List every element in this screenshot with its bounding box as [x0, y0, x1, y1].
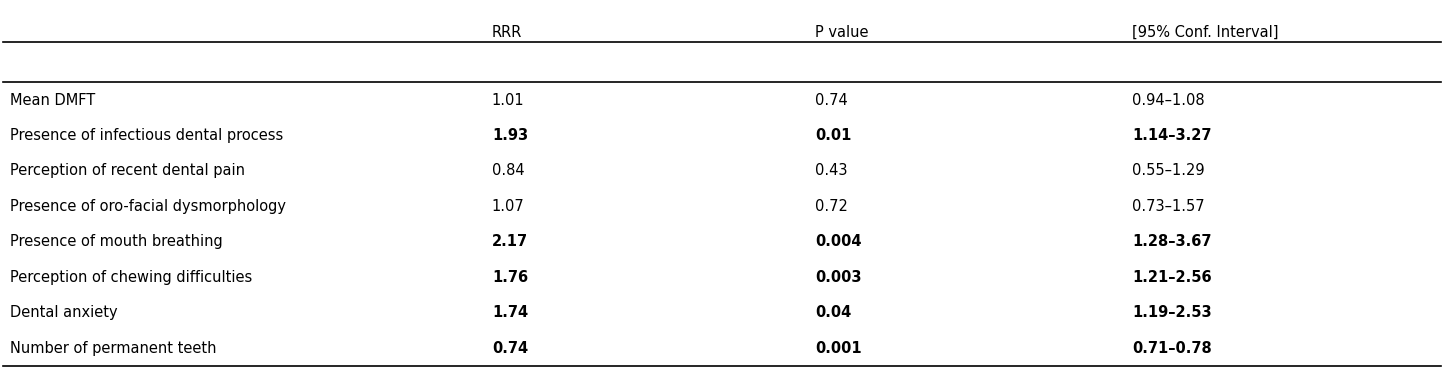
Text: 0.001: 0.001	[816, 341, 862, 356]
Text: 1.76: 1.76	[492, 270, 529, 285]
Text: 0.004: 0.004	[816, 234, 862, 249]
Text: 0.73–1.57: 0.73–1.57	[1132, 199, 1204, 214]
Text: 1.14–3.27: 1.14–3.27	[1132, 128, 1212, 143]
Text: [95% Conf. Interval]: [95% Conf. Interval]	[1132, 25, 1278, 40]
Text: 0.74: 0.74	[816, 92, 848, 108]
Text: Number of permanent teeth: Number of permanent teeth	[10, 341, 217, 356]
Text: 0.74: 0.74	[492, 341, 529, 356]
Text: 1.93: 1.93	[492, 128, 529, 143]
Text: 0.01: 0.01	[816, 128, 852, 143]
Text: 0.84: 0.84	[492, 164, 524, 179]
Text: 0.55–1.29: 0.55–1.29	[1132, 164, 1204, 179]
Text: RRR: RRR	[492, 25, 523, 40]
Text: 1.74: 1.74	[492, 305, 529, 320]
Text: 1.01: 1.01	[492, 92, 524, 108]
Text: 1.07: 1.07	[492, 199, 524, 214]
Text: Perception of recent dental pain: Perception of recent dental pain	[10, 164, 245, 179]
Text: 0.94–1.08: 0.94–1.08	[1132, 92, 1204, 108]
Text: Perception of chewing difficulties: Perception of chewing difficulties	[10, 270, 253, 285]
Text: Presence of mouth breathing: Presence of mouth breathing	[10, 234, 222, 249]
Text: Dental anxiety: Dental anxiety	[10, 305, 117, 320]
Text: P value: P value	[816, 25, 869, 40]
Text: 0.71–0.78: 0.71–0.78	[1132, 341, 1212, 356]
Text: 0.003: 0.003	[816, 270, 862, 285]
Text: 0.72: 0.72	[816, 199, 849, 214]
Text: Mean DMFT: Mean DMFT	[10, 92, 95, 108]
Text: 1.21–2.56: 1.21–2.56	[1132, 270, 1212, 285]
Text: 0.04: 0.04	[816, 305, 852, 320]
Text: 0.43: 0.43	[816, 164, 848, 179]
Text: 2.17: 2.17	[492, 234, 529, 249]
Text: 1.19–2.53: 1.19–2.53	[1132, 305, 1212, 320]
Text: 1.28–3.67: 1.28–3.67	[1132, 234, 1212, 249]
Text: Presence of oro-facial dysmorphology: Presence of oro-facial dysmorphology	[10, 199, 286, 214]
Text: Presence of infectious dental process: Presence of infectious dental process	[10, 128, 283, 143]
